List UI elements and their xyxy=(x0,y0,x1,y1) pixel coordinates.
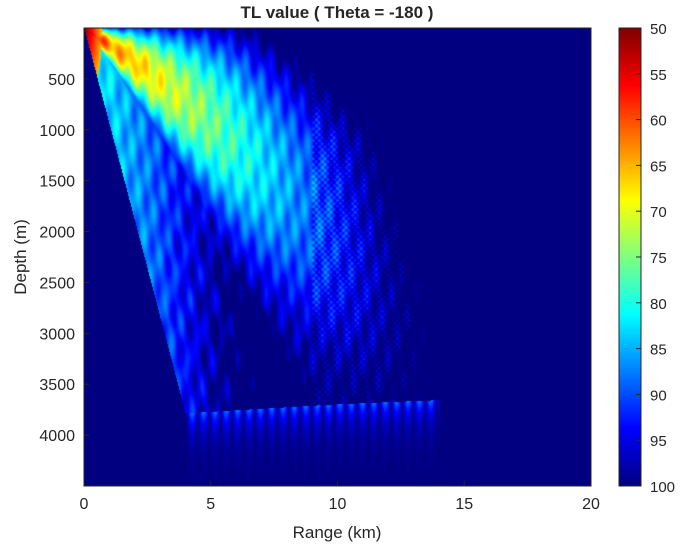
y-tick-label: 500 xyxy=(48,72,75,89)
x-tick-label: 20 xyxy=(582,496,600,513)
colorbar-tick-label: 95 xyxy=(650,433,667,450)
y-tick-label: 1000 xyxy=(39,123,75,140)
colorbar-tick-label: 80 xyxy=(650,296,667,313)
heatmap-image xyxy=(84,28,591,486)
y-tick-label: 1500 xyxy=(39,174,75,191)
y-tick-label: 2000 xyxy=(39,225,75,242)
colorbar-tick-label: 60 xyxy=(650,113,667,130)
y-tick-label: 3500 xyxy=(39,377,75,394)
chart-title: TL value ( Theta = -180 ) xyxy=(241,3,434,22)
colorbar-tick-label: 50 xyxy=(650,21,667,38)
colorbar-tick-label: 85 xyxy=(650,342,667,359)
y-tick-label: 3000 xyxy=(39,326,75,343)
y-axis: 500 1000 1500 2000 2500 3000 3500 4000 xyxy=(39,72,89,445)
colorbar-tick-label: 55 xyxy=(650,67,667,84)
y-axis-label: Depth (m) xyxy=(11,219,30,295)
colorbar-tick-label: 90 xyxy=(650,387,667,404)
x-tick-label: 15 xyxy=(455,496,473,513)
y-tick-label: 2500 xyxy=(39,275,75,292)
colorbar-tick-label: 75 xyxy=(650,250,667,267)
x-axis-label: Range (km) xyxy=(293,523,382,542)
y-tick-label: 4000 xyxy=(39,428,75,445)
colorbar-tick-label: 100 xyxy=(650,479,675,496)
x-tick-label: 5 xyxy=(206,496,215,513)
x-axis: 0 5 10 15 20 xyxy=(80,481,600,513)
x-tick-label: 10 xyxy=(329,496,347,513)
colorbar-tick-label: 70 xyxy=(650,204,667,221)
x-tick-label: 0 xyxy=(80,496,89,513)
colorbar-ticks: 50 55 60 65 70 75 80 85 90 95 100 xyxy=(636,21,675,496)
colorbar xyxy=(619,28,641,486)
colorbar-tick-label: 65 xyxy=(650,158,667,175)
